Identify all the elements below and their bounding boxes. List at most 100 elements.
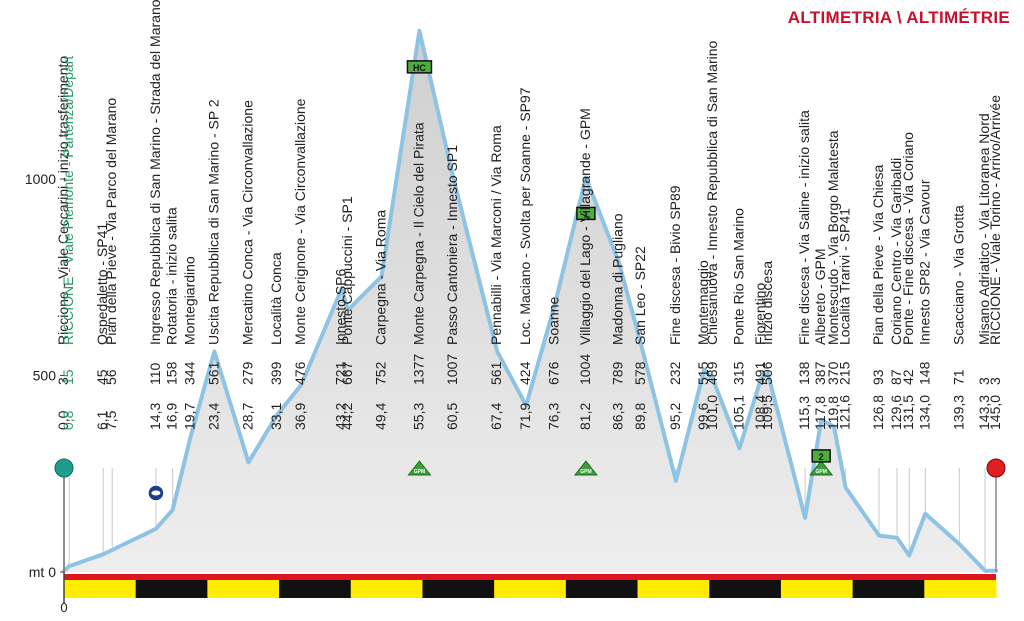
gpm-label: GPM (414, 469, 425, 475)
gpm-category-box (811, 449, 831, 463)
waypoint-altitude: 71 (950, 369, 966, 385)
gpm-category-label: HC (413, 63, 426, 73)
waypoint-name: Località Trarivi - SP41 (837, 208, 853, 345)
waypoint-altitude: 1004 (577, 354, 593, 385)
waypoint-label-group: 89,8 578 San Leo - SP22 (632, 246, 648, 430)
waypoint-name: Pian della Pieve - Via Parco del Marano (103, 98, 119, 345)
gpm-label: GPM (815, 469, 826, 475)
waypoint-name: Riccione - Viale Ceccarini - inizio tras… (55, 56, 71, 345)
waypoint-altitude: 110 (147, 362, 163, 385)
waypoint-label-group: 108,4 491 Fiorentino (752, 283, 768, 430)
waypoint-label-group: 0,8 15 RICCIONE - Viale Piemonte - Partenz… (60, 56, 76, 430)
waypoint-km: 81,2 (577, 403, 593, 430)
waypoint-altitude: 3 (987, 377, 1003, 385)
waypoint-name: Monte Carpegna - Il Cielo del Pirata (410, 122, 426, 345)
waypoint-label-group: 76,3 676 Soanne (545, 297, 561, 430)
waypoint-altitude: 42 (900, 369, 916, 385)
y-axis: mt 0 500 1000 0 (25, 171, 68, 615)
waypoint-altitude: 215 (837, 361, 853, 385)
waypoint-km: 121,6 (837, 395, 853, 430)
waypoint-name: Misano Adriatico - Via Litoranea Nord (976, 113, 992, 345)
waypoint-km: 7,5 (103, 410, 119, 430)
gpm-triangle-icon (809, 460, 834, 476)
waypoint-name: Rotatoria - inizio salita (164, 207, 180, 345)
waypoint-name: RICCIONE - Viale Piemonte - Partenza/Dep… (60, 56, 76, 345)
bar-segment (494, 580, 567, 598)
bar-segment (279, 580, 352, 598)
gpm-category-box (406, 60, 433, 74)
waypoint-label-group: 19,7 344 Montegiardino (182, 256, 198, 430)
bar-segment (852, 580, 925, 598)
start-marker-icon (54, 458, 74, 478)
bar-segment (350, 580, 423, 598)
waypoint-label-group: 36,9 476 Monte Cerignone - Via Circonvalla… (292, 98, 308, 430)
waypoint-km: 86,3 (610, 403, 626, 430)
waypoint-name: Montegiardino (182, 256, 198, 345)
waypoint-km: 115,3 (796, 396, 812, 430)
waypoint-altitude: 424 (517, 361, 533, 385)
waypoint-name: Montemaggio (695, 260, 711, 345)
waypoint-label-group: 109,5 506 Inizio discesa (759, 261, 775, 430)
waypoint-name: Ospedaletto - SP41 (94, 223, 110, 345)
waypoint-name: Passo Cantoniera - Innesto SP1 (444, 145, 460, 345)
bar-segment (780, 580, 854, 598)
elevation-area (64, 30, 996, 573)
waypoint-altitude: 56 (103, 369, 119, 385)
waypoint-label-group: 99,6 515 Montemaggio (695, 260, 711, 430)
waypoint-km: 19,7 (182, 403, 198, 430)
waypoint-km: 89,8 (632, 403, 648, 430)
waypoint-label-group: 43,2 721 Innesto SP6 (333, 269, 349, 430)
waypoint-label-group: 139,3 71 Scacciano - Via Grotta (950, 205, 966, 430)
waypoint-altitude: 344 (182, 361, 198, 385)
waypoint-km: 33,1 (268, 403, 284, 430)
bar-segment (422, 580, 495, 598)
waypoint-label-group: 126,8 93 Pian della Pieve - Via Chiesa (870, 164, 886, 430)
waypoint-name: Chiesanuova - Innesto Repubblica di San … (704, 40, 720, 345)
gpm-category-box (576, 206, 596, 221)
y-tick-label: mt 0 (29, 564, 56, 580)
waypoint-label-group: 16,9 158 Rotatoria - inizio salita (164, 207, 180, 430)
waypoint-km: 55,3 (410, 403, 426, 430)
waypoint-altitude: 138 (796, 361, 812, 385)
bar-segment (135, 580, 208, 598)
waypoint-label-group: 143,3 3 Misano Adriatico - Via Litoranea N… (976, 113, 992, 430)
waypoint-label-group: 134,0 148 Innesto SP82 - Via Cavour (916, 179, 932, 430)
waypoint-altitude: 752 (373, 361, 389, 385)
waypoint-km: 119,8 (825, 396, 841, 430)
waypoint-altitude: 578 (632, 361, 648, 385)
waypoint-name: RICCIONE - Viale Torino - Arrivo/Arrivée (987, 95, 1003, 345)
waypoint-label-group: 95,2 232 Fine discesa - Bivio SP89 (667, 185, 683, 430)
waypoint-km: 49,4 (373, 403, 389, 430)
waypoint-altitude: 721 (333, 361, 349, 385)
elevation-line (62, 28, 998, 573)
waypoint-km: 36,9 (292, 403, 308, 430)
waypoint-name: Ingresso Repubblica di San Marino - Stra… (147, 0, 163, 345)
waypoint-altitude: 561 (205, 361, 221, 385)
waypoint-altitude: 476 (292, 361, 308, 385)
waypoint-km: 6,1 (94, 410, 110, 430)
waypoint-name: Inizio discesa (759, 261, 775, 345)
waypoint-km: 143,3 (976, 395, 992, 430)
waypoint-label-group: 129,6 87 Coriano Centro - Via Garibaldi (888, 158, 904, 430)
waypoint-km: 14,3 (147, 403, 163, 430)
x-origin-label: 0 (60, 600, 67, 615)
gpm-triangle-icon (407, 460, 432, 476)
elevation-profile (62, 28, 998, 573)
waypoint-name: Ponte Cappuccini - SP1 (339, 196, 355, 345)
waypoint-name: Loc. Maciano - Svolta per Soanne - SP97 (517, 87, 533, 345)
waypoint-km: 145,0 (987, 395, 1003, 430)
waypoint-km: 108,4 (752, 395, 768, 430)
waypoint-name: Scacciano - Via Grotta (950, 205, 966, 345)
waypoint-altitude: 3 (976, 377, 992, 385)
bar-segment (565, 580, 639, 598)
waypoint-label-group: 33,1 399 Località Conca (268, 252, 284, 430)
waypoint-km: 126,8 (870, 395, 886, 430)
waypoint-altitude: 158 (164, 361, 180, 385)
waypoint-km: 67,4 (488, 403, 504, 430)
waypoint-km: 0,0 (55, 410, 71, 430)
waypoint-label-group: 55,3 1377 Monte Carpegna - Il Cielo del Pi… (410, 122, 426, 430)
waypoint-name: Fine discesa - Bivio SP89 (667, 185, 683, 345)
waypoint-label-group: 101,0 489 Chiesanuova - Innesto Repubblica… (704, 40, 720, 430)
waypoint-label-group: 28,7 279 Mercatino Conca - Via Circonvalla… (240, 100, 256, 430)
waypoint-labels: 0,0 3 Riccione - Viale Ceccarini - inizio … (55, 0, 1003, 430)
